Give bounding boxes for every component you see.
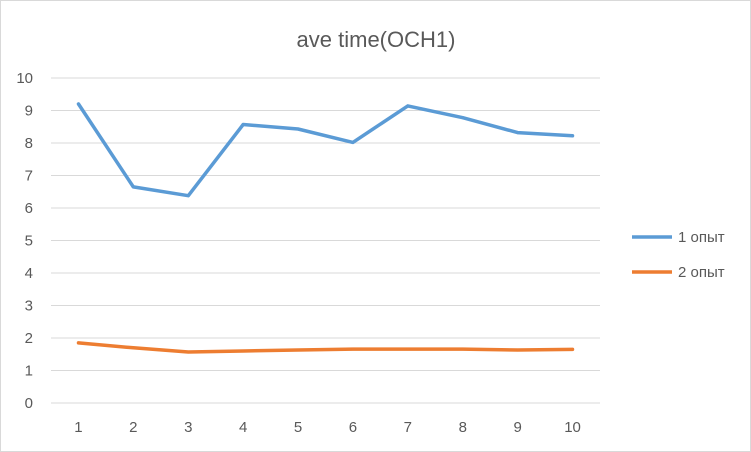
y-tick-label: 7 [25,168,33,185]
x-tick-label: 9 [513,419,521,436]
data-point [241,122,245,126]
data-point [461,347,465,351]
series-line-2 [76,341,575,354]
data-point [571,134,575,138]
data-point [351,140,355,144]
data-point [131,346,135,350]
legend-label: 1 опыт [678,229,725,246]
x-tick-label: 10 [564,419,581,436]
gridlines [51,77,600,404]
data-point [461,116,465,120]
y-tick-label: 10 [16,70,33,87]
x-tick-label: 6 [349,419,357,436]
legend-label: 2 опыт [678,264,725,281]
data-point [186,350,190,354]
data-point [571,347,575,351]
x-tick-label: 4 [239,419,247,436]
data-point [241,349,245,353]
x-axis-tick-labels: 1 2 3 4 5 6 7 8 9 10 [74,419,581,436]
y-tick-label: 4 [25,265,33,282]
series-line-1 [76,102,575,198]
data-point [516,348,520,352]
x-tick-label: 8 [459,419,467,436]
data-point [406,104,410,108]
data-point [351,347,355,351]
data-point [76,341,80,345]
series-lines [76,102,575,354]
data-point [131,185,135,189]
y-tick-label: 0 [25,395,33,412]
y-axis-tick-labels: 0 1 2 3 4 5 6 7 8 9 10 [16,70,33,412]
x-tick-label: 7 [404,419,412,436]
data-point [296,348,300,352]
legend: 1 опыт 2 опыт [632,229,725,281]
data-point [406,347,410,351]
x-tick-label: 3 [184,419,192,436]
data-point [186,194,190,198]
y-tick-label: 6 [25,200,33,217]
x-tick-label: 2 [129,419,137,436]
x-tick-label: 1 [74,419,82,436]
chart-title: ave time(OCH1) [297,27,456,52]
data-point [76,102,80,106]
y-tick-label: 8 [25,135,33,152]
y-tick-label: 3 [25,298,33,315]
x-tick-label: 5 [294,419,302,436]
y-tick-label: 5 [25,233,33,250]
y-tick-label: 1 [25,363,33,380]
y-tick-label: 2 [25,330,33,347]
data-point [516,131,520,135]
data-point [296,127,300,131]
y-tick-label: 9 [25,103,33,120]
